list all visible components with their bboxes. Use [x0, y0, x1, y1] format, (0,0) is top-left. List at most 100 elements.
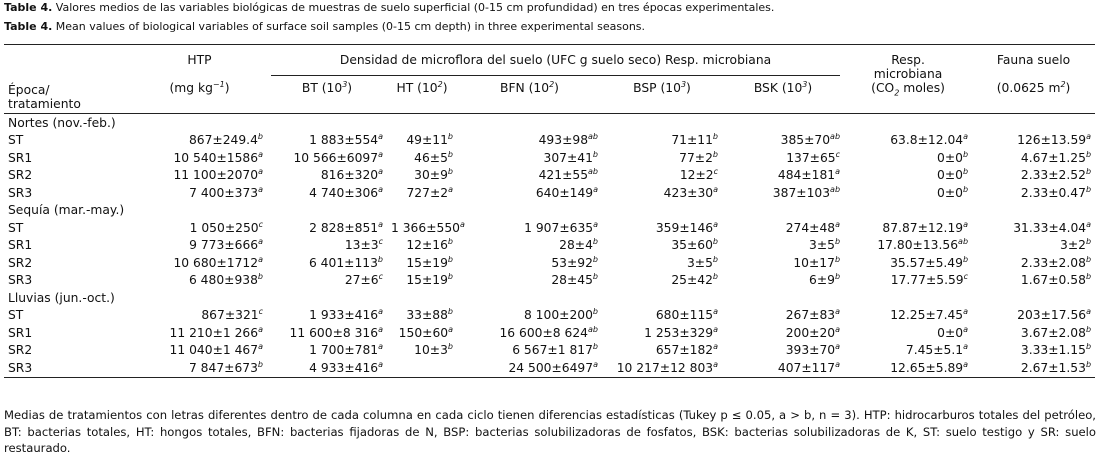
cell: 10±17b — [722, 254, 844, 272]
superscript: ab — [830, 132, 841, 142]
superscript: −1 — [212, 79, 225, 89]
superscript: b — [1085, 167, 1092, 177]
superscript: b — [592, 237, 598, 247]
cell: 3.33±1.15b — [972, 342, 1095, 360]
text-part: 10 680±1712 — [173, 255, 259, 270]
superscript: b — [834, 254, 841, 264]
text-part: 4.67±1.25 — [1020, 150, 1086, 165]
superscript: a — [963, 219, 969, 229]
superscript: a — [713, 307, 718, 317]
superscript: b — [592, 342, 598, 352]
text-part: ) — [686, 81, 691, 95]
text-part: 35.57±5.49 — [890, 255, 963, 270]
superscript: c — [258, 307, 263, 317]
cell: 27±6c — [267, 272, 387, 290]
cell: 87.87±12.19a — [844, 219, 972, 237]
superscript: a — [258, 342, 263, 352]
header-row: HTP Densidad de microflora del suelo (UF… — [4, 45, 1095, 81]
header-cell: Resp. microbiana — [844, 45, 972, 81]
cell: 150±60a — [387, 324, 457, 342]
cell: 17.77±5.59c — [844, 272, 972, 290]
cell: 816±320a — [267, 167, 387, 185]
text-part: 13±3 — [344, 238, 379, 253]
text-part: 1 883±554 — [309, 133, 379, 148]
superscript: b — [712, 132, 718, 142]
text-part: 867±249.4 — [188, 133, 258, 148]
text-part: 12±2 — [679, 168, 714, 183]
cell: 0±0b — [844, 184, 972, 202]
superscript: a — [713, 359, 718, 369]
text-part: 2.67±1.53 — [1020, 360, 1086, 375]
superscript: a — [713, 219, 718, 229]
row-label: SR2 — [8, 255, 33, 270]
text-part: 33±88 — [406, 308, 448, 323]
text-part: 11 100±2070 — [173, 168, 259, 183]
group-label: Lluvias (jun.-oct.) — [8, 290, 115, 305]
cell: 24 500±6497a — [457, 359, 602, 377]
cell: 17.80±13.56ab — [844, 237, 972, 255]
caption-text: Mean values of biological variables of s… — [55, 20, 646, 33]
superscript: b — [1085, 342, 1092, 352]
cell: 407±117a — [722, 359, 844, 377]
superscript: a — [258, 237, 263, 247]
text-part: 274±48 — [785, 220, 836, 235]
superscript: a — [378, 307, 383, 317]
group-row: Sequía (mar.-may.) — [4, 202, 1095, 220]
group-row: Nortes (nov.-feb.) — [4, 114, 1095, 132]
text-part: 3±2 — [1060, 238, 1086, 253]
cell: 387±103ab — [722, 184, 844, 202]
superscript: a — [378, 359, 383, 369]
cell: 46±5b — [387, 149, 457, 167]
cell: 3.67±2.08b — [972, 324, 1095, 342]
text-part: 657±182 — [655, 343, 714, 358]
header-cell: (CO2 moles) — [844, 81, 972, 114]
superscript: c — [963, 272, 969, 282]
cell: 4.67±1.25b — [972, 149, 1095, 167]
cell: 35±60b — [602, 237, 722, 255]
text-part: ) — [807, 81, 813, 95]
text-part: 77±2 — [679, 150, 713, 165]
text-part: BFN (10 — [500, 81, 550, 95]
header-line: Resp. — [891, 53, 925, 67]
text-part: 150±60 — [398, 325, 449, 340]
text-part: 17.80±13.56 — [877, 238, 959, 253]
text-part: 2 828±851 — [309, 220, 379, 235]
text-part: 7.45±5.1 — [905, 343, 964, 358]
superscript: a — [963, 342, 969, 352]
superscript: b — [1085, 359, 1092, 369]
superscript: b — [447, 307, 453, 317]
cell: 2.33±2.52b — [972, 167, 1095, 185]
text-part: 71±11 — [671, 133, 713, 148]
table-row: SR3 6 480±938b 27±6c 15±19b 28±45b 25±42b 6±9b… — [4, 272, 1095, 290]
text-part: 393±70 — [785, 343, 836, 358]
text-part: 3±5 — [809, 238, 835, 253]
superscript: a — [835, 167, 841, 177]
superscript: b — [834, 272, 841, 282]
text-part: 3.33±1.15 — [1020, 343, 1086, 358]
cell: 15±19b — [387, 272, 457, 290]
superscript: b — [962, 149, 969, 159]
cell: 28±4b — [457, 237, 602, 255]
superscript: b — [962, 184, 969, 194]
caption: Table 4. Valores medios de las variables… — [4, 1, 774, 14]
text-part: 10 217±12 803 — [616, 360, 714, 375]
row-label: ST — [8, 308, 24, 323]
cell: 359±146a — [602, 219, 722, 237]
header-row: Época/tratamiento (mg kg−1) BT (103) HT … — [4, 79, 1095, 114]
table-group: Nortes (nov.-feb.) ST 867±249.4b 1 883±554a… — [4, 114, 1095, 202]
text-part: 6 480±938 — [188, 273, 258, 288]
cell: 867±321c — [132, 307, 267, 325]
superscript: a — [258, 149, 263, 159]
text-part: 16 600±8 624 — [499, 325, 589, 340]
data-table: HTP Densidad de microflora del suelo (UF… — [4, 44, 1096, 378]
text-part: 8 100±200 — [523, 308, 593, 323]
text-part: 1 366±550 — [391, 220, 460, 235]
superscript: b — [592, 272, 598, 282]
superscript: b — [257, 132, 263, 142]
text-part: 816±320 — [320, 168, 379, 183]
superscript: a — [1086, 307, 1092, 317]
text-part: 15±19 — [406, 273, 448, 288]
text-part: 63.8±12.04 — [890, 133, 964, 148]
text-part: 0±0 — [937, 325, 964, 340]
cell: 63.8±12.04a — [844, 132, 972, 150]
